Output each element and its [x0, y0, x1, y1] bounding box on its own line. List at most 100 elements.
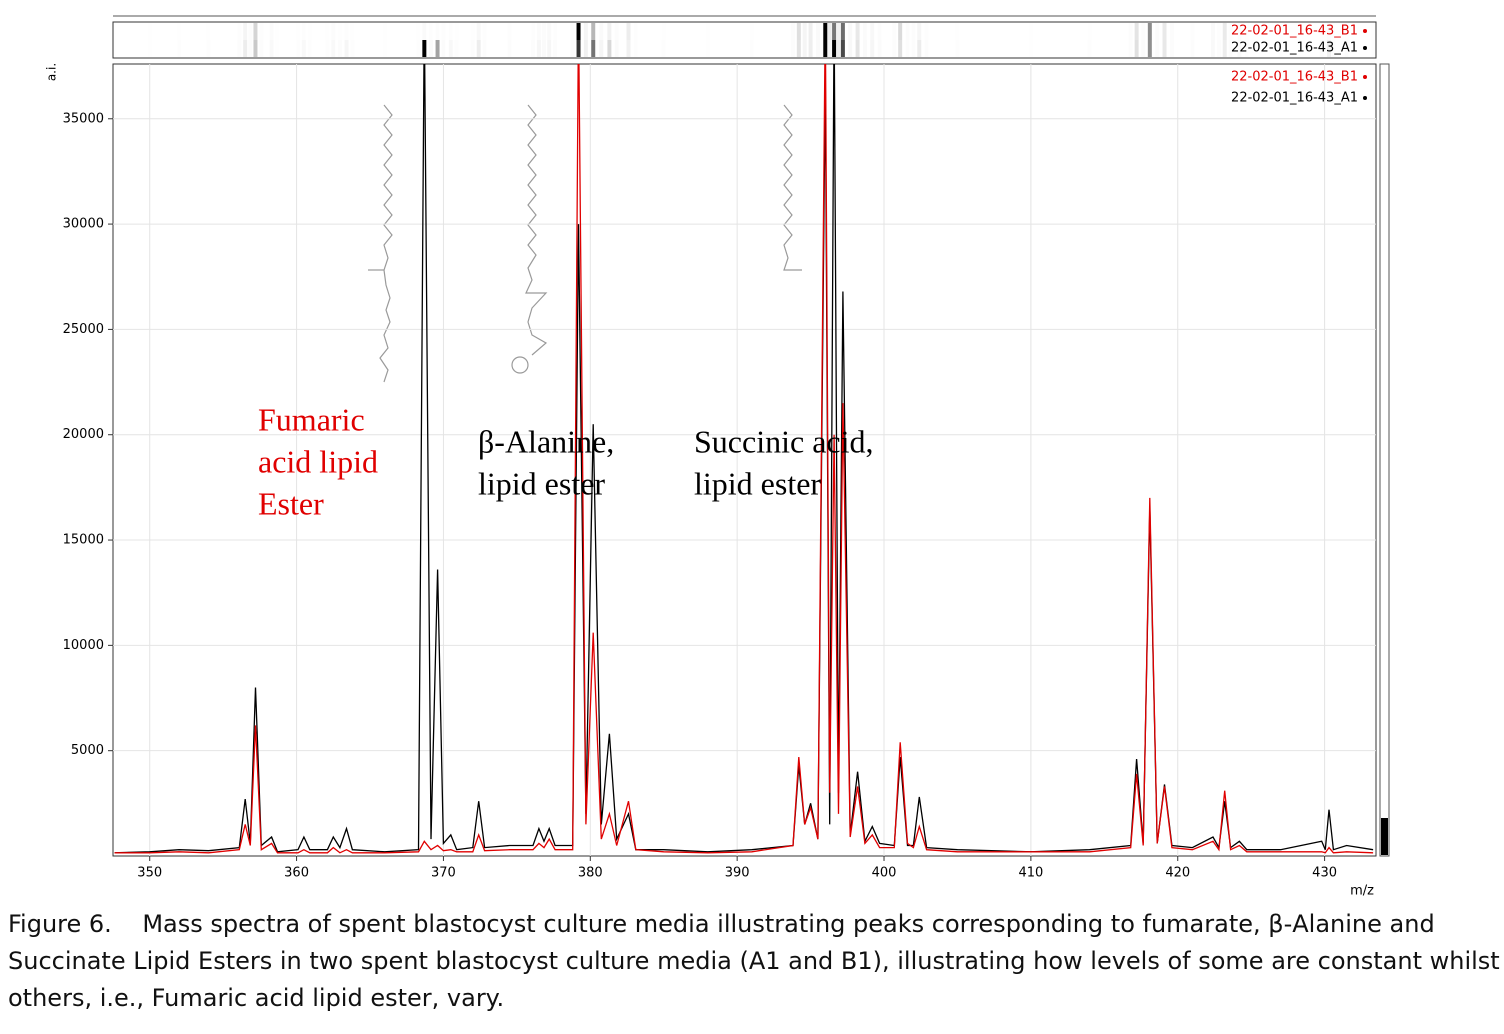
x-tick-label: 370 [431, 866, 456, 881]
y-tick-label: 10000 [63, 638, 104, 653]
legend-marker [1363, 96, 1367, 100]
y-tick-label: 30000 [63, 217, 104, 232]
gel-band [1141, 40, 1145, 57]
gel-band [576, 40, 581, 57]
gel-band [308, 40, 312, 57]
gel-band [237, 23, 241, 40]
gel-band [253, 23, 258, 40]
gel-band [508, 40, 512, 57]
gel-band [449, 40, 453, 57]
gel-band [350, 40, 354, 57]
gel-band [827, 40, 832, 57]
x-axis-label: m/z [1350, 884, 1374, 899]
gel-band [441, 23, 445, 40]
gel-band [476, 40, 481, 57]
gel-band [571, 23, 575, 40]
gel-band [508, 23, 512, 40]
gel-band [906, 40, 910, 57]
gel-band [1134, 40, 1139, 57]
gel-band [436, 23, 440, 40]
gel-band [906, 23, 910, 40]
gel-band [531, 23, 535, 40]
gel-band [542, 23, 546, 40]
gel-band [848, 40, 852, 57]
structure-drawings [368, 104, 802, 383]
gel-band [607, 40, 612, 57]
gel-band [796, 40, 801, 57]
gel-band [422, 23, 426, 40]
gel-band [1190, 23, 1194, 40]
gel-band [1029, 23, 1033, 40]
gel-band [435, 40, 440, 57]
gel-band [599, 40, 604, 57]
gel-band [583, 40, 588, 57]
x-tick-label: 380 [578, 866, 603, 881]
gel-band [823, 23, 828, 40]
gel-band [1211, 23, 1215, 40]
gel-band [537, 40, 541, 57]
gel-band [808, 40, 813, 57]
x-tick-label: 420 [1165, 866, 1190, 881]
x-tick-label: 410 [1018, 866, 1043, 881]
gel-band [911, 23, 915, 40]
annotation: acid lipid [258, 443, 378, 479]
gel-strip [112, 21, 1377, 59]
gel-band [1327, 40, 1332, 57]
gel-band [1134, 23, 1139, 40]
gel-band [177, 23, 181, 40]
gel-band [270, 23, 274, 40]
gel-band [662, 23, 666, 40]
gel-band [626, 23, 631, 40]
gel-band [1129, 40, 1133, 57]
gel-band [863, 40, 867, 57]
chart: a.i. m/z 5000 10000 15000 20000 25000 30000 35… [45, 15, 1390, 899]
legend-marker [1363, 29, 1367, 33]
gel-band [177, 40, 181, 57]
gel-band [791, 40, 795, 57]
gel-band [1371, 23, 1375, 40]
gel-band [275, 23, 279, 40]
plot-frame [112, 63, 1377, 857]
gel-band [808, 23, 813, 40]
gel-band [449, 23, 453, 40]
gel-band [483, 23, 487, 40]
gel-band [338, 40, 342, 57]
gel-band [1162, 23, 1167, 40]
gel-band [576, 23, 581, 40]
gel-band [917, 40, 922, 57]
gel-band [259, 40, 263, 57]
gel-band [112, 23, 116, 40]
gel-band [898, 23, 903, 40]
annotation: lipid ester [694, 465, 821, 501]
x-tick-label: 400 [872, 866, 897, 881]
gel-band [275, 40, 279, 57]
gel-band [878, 40, 882, 57]
gel-band [383, 23, 387, 40]
gel-band [455, 23, 459, 40]
gel-band [302, 23, 306, 40]
gel-band [296, 23, 300, 40]
gel-band [1088, 40, 1092, 57]
gel-band [816, 23, 820, 40]
gel-band [296, 40, 300, 57]
gel-band [338, 23, 342, 40]
gel-band [816, 40, 820, 57]
gel-band [429, 23, 433, 40]
annotation: β-Alanine, [478, 423, 614, 459]
gel-band [553, 40, 557, 57]
x-tick-label: 390 [725, 866, 750, 881]
gel-band [1217, 23, 1221, 40]
gel-band [1129, 23, 1133, 40]
gel-band [325, 40, 329, 57]
gel-band [1190, 40, 1194, 57]
gel-band [827, 23, 832, 40]
gel-band [898, 40, 903, 57]
gel-band [855, 40, 860, 57]
gel-band [591, 40, 596, 57]
gel-band [750, 23, 754, 40]
legend-label: 22-02-01_16-43_A1 [1231, 41, 1358, 56]
gel-band [925, 40, 929, 57]
gel-band [1155, 23, 1159, 40]
gel-band [547, 23, 551, 40]
